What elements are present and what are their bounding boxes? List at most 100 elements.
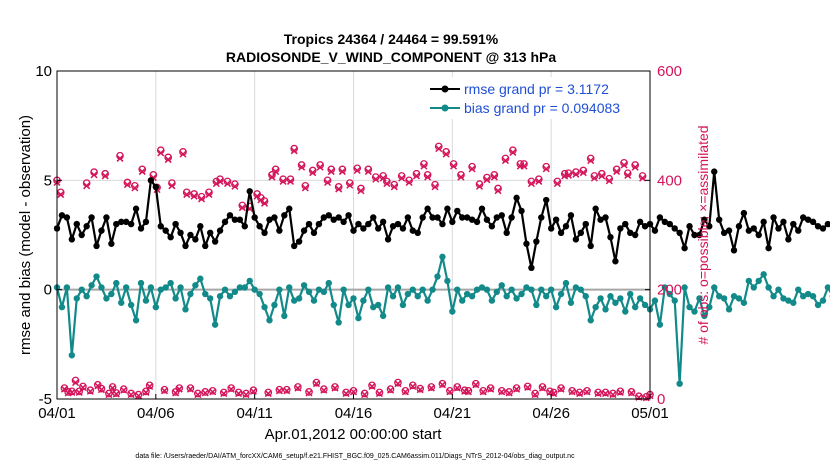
bias-data-point (444, 277, 451, 285)
assimilated-obs-point (501, 157, 509, 165)
rmse-data-point (775, 225, 782, 232)
bias-data-point (399, 301, 407, 309)
possible-obs-point (142, 387, 150, 396)
rmse-data-point (676, 229, 683, 237)
rmse-data-point (547, 225, 555, 232)
assimilated-obs-point (249, 387, 257, 395)
assimilated-obs-point (524, 383, 532, 392)
assimilated-obs-cross-stroke (186, 385, 194, 393)
assimilated-obs-cross-stroke (123, 181, 131, 189)
assimilated-obs-cross-stroke (309, 169, 317, 177)
assimilated-obs-cross-stroke (131, 184, 139, 192)
possible-obs-point (234, 388, 243, 397)
assimilated-obs-cross-stroke (446, 388, 454, 396)
rmse-data-point (799, 214, 807, 221)
rmse-data-point (488, 223, 496, 230)
rmse-data-point (607, 233, 614, 241)
x-axis-label: Apr.01,2012 00:00:00 start (265, 426, 443, 443)
assimilated-obs-cross-stroke (412, 172, 421, 180)
assimilated-obs-point (235, 390, 243, 398)
y-tick-label: 10 (35, 63, 52, 80)
assimilated-obs-cross-stroke (235, 390, 243, 398)
assimilated-obs-cross-stroke (79, 383, 87, 392)
assimilated-obs-point (590, 174, 598, 182)
rmse-data-point (315, 220, 323, 228)
rmse-data-point (617, 225, 624, 232)
assimilated-obs-point (312, 380, 320, 388)
assimilated-obs-point (227, 385, 235, 393)
bias-data-point (291, 297, 298, 304)
possible-obs-point (575, 388, 584, 397)
assimilated-obs-point (201, 389, 209, 397)
bias-data-point (483, 286, 491, 293)
possible-obs-point (471, 379, 480, 388)
rmse-data-point (78, 231, 85, 239)
assimilated-obs-cross-stroke (572, 170, 580, 178)
assimilated-obs-point (572, 170, 580, 178)
chart-title-line-1: Tropics 24364 / 24464 = 99.591% (284, 31, 499, 47)
assimilated-obs-cross-stroke (579, 169, 587, 177)
assimilated-obs-cross-stroke (568, 388, 576, 396)
rmse-data-point (686, 223, 693, 230)
possible-obs-point (342, 388, 350, 397)
assimilated-obs-cross-stroke (513, 385, 521, 393)
rmse-data-point (409, 227, 416, 234)
rmse-data-point (152, 183, 160, 191)
right-tick-label: 400 (657, 172, 682, 189)
rmse-data-point (157, 223, 164, 230)
rmse-data-point (765, 244, 772, 252)
assimilated-obs-cross-stroke (620, 161, 628, 169)
assimilated-obs-cross-stroke (294, 384, 302, 392)
assimilated-obs-cross-stroke (505, 389, 513, 397)
bias-data-point (543, 293, 550, 300)
assimilated-obs-cross-stroke (542, 165, 550, 173)
bias-data-point (478, 284, 486, 291)
assimilated-obs-cross-stroke (490, 173, 498, 181)
rmse-data-point (73, 220, 80, 228)
assimilated-obs-point (361, 391, 369, 399)
chart-title-line-2: RADIOSONDE_V_WIND_COMPONENT @ 313 hPa (226, 49, 556, 65)
assimilated-obs-point (479, 388, 487, 396)
assimilated-obs-point (564, 171, 572, 179)
assimilated-obs-cross-stroke (146, 382, 154, 390)
possible-obs-point (264, 388, 273, 397)
assimilated-obs-point (298, 163, 306, 171)
possible-obs-point (294, 383, 302, 391)
bias-data-point (799, 293, 807, 300)
rmse-data-point (206, 229, 214, 237)
rmse-data-point (379, 218, 387, 226)
rmse-data-point (770, 214, 777, 221)
assimilated-obs-cross-stroke (342, 390, 350, 398)
bias-data-point (592, 303, 599, 311)
assimilated-obs-cross-stroke (501, 157, 509, 165)
rmse-data-point (755, 231, 762, 239)
bias-data-point (192, 282, 199, 289)
assimilated-obs-point (183, 191, 191, 199)
rmse-data-point (745, 227, 753, 234)
rmse-data-point (118, 218, 125, 226)
assimilated-obs-point (157, 149, 165, 157)
assimilated-obs-point (527, 180, 535, 188)
rmse-data-point (236, 216, 244, 223)
possible-obs-point (394, 378, 402, 387)
assimilated-obs-cross-stroke (509, 148, 517, 156)
assimilated-obs-point (212, 180, 220, 188)
rmse-data-point (795, 227, 802, 234)
y-tick-label: 0 (44, 282, 52, 299)
assimilated-obs-cross-stroke (275, 387, 283, 395)
possible-obs-point (193, 389, 202, 398)
bias-data-point (498, 282, 505, 289)
assimilated-obs-point (639, 174, 647, 182)
bias-data-point (271, 301, 278, 309)
bias-data-point (172, 295, 179, 302)
assimilated-obs-point (353, 166, 361, 175)
assimilated-obs-point (238, 204, 246, 212)
bias-data-point (404, 290, 412, 298)
assimilated-obs-cross-stroke (290, 147, 298, 155)
assimilated-obs-cross-stroke (201, 389, 209, 397)
bias-data-point (459, 297, 466, 304)
assimilated-obs-cross-stroke (261, 199, 269, 207)
assimilated-obs-cross-stroke (442, 150, 450, 158)
possible-obs-point (408, 381, 417, 390)
rmse-data-point (785, 236, 792, 243)
